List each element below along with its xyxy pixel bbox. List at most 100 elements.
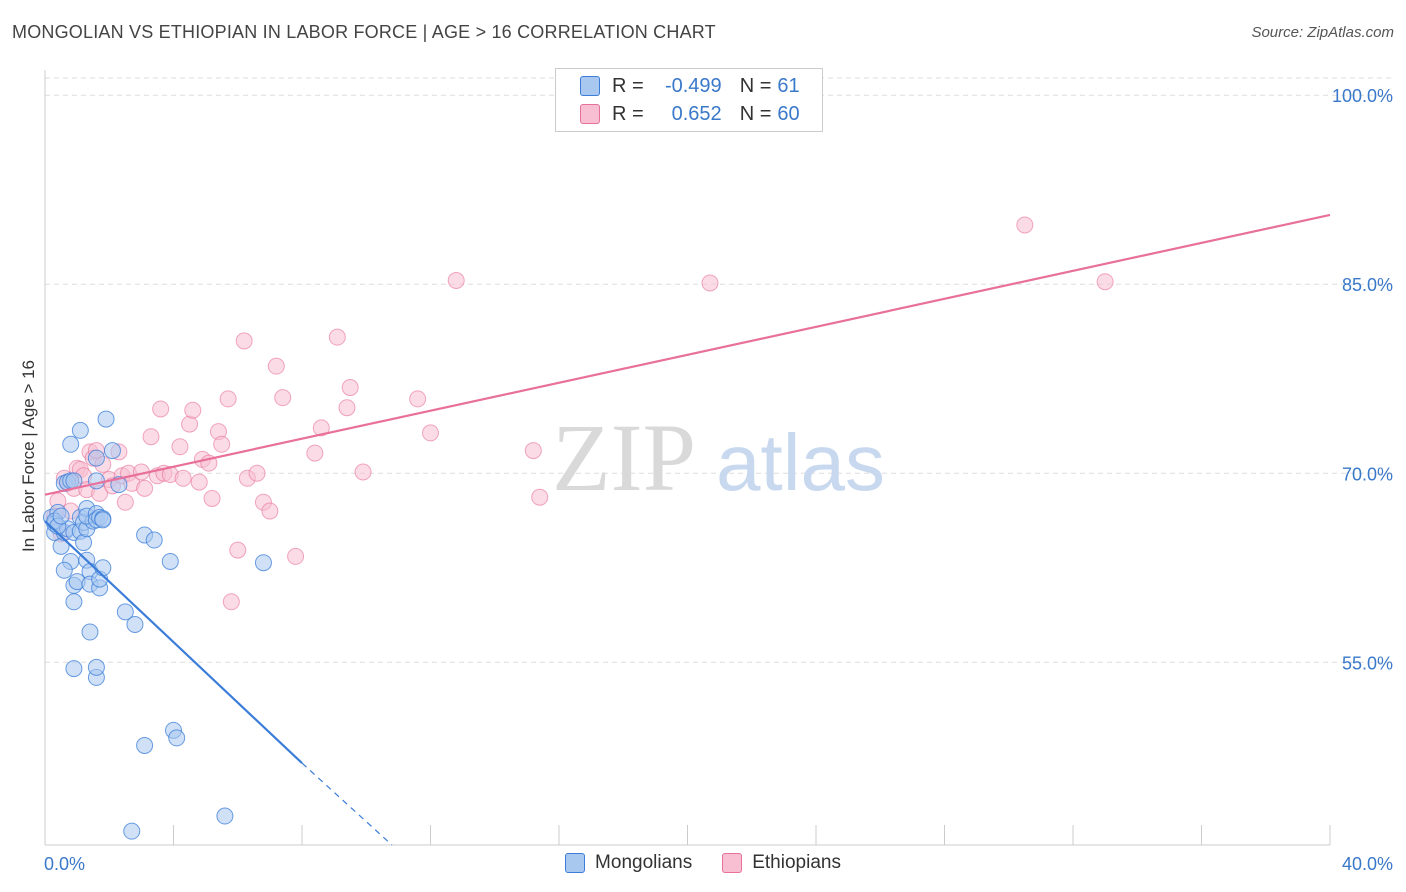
mongolian-point	[136, 736, 154, 754]
legend-n-label: N =	[739, 102, 772, 125]
trend-lines	[44, 213, 1331, 846]
watermark: ZIP atlas	[552, 404, 885, 511]
ethiopian-point	[171, 438, 189, 456]
mongolian-point	[110, 476, 128, 494]
ethiopian-point	[312, 419, 330, 437]
mongolian-point	[52, 507, 70, 525]
ethiopian-point	[287, 547, 305, 565]
legend-r-label: R =	[612, 102, 644, 125]
mongolians-points	[42, 410, 272, 840]
legend-row-mongolians: R = -0.499 N = 61	[580, 74, 800, 98]
ethiopian-point	[116, 493, 134, 511]
legend-swatch-mongolians	[565, 853, 586, 873]
watermark-zip: ZIP	[552, 404, 696, 511]
legend-r-label: R =	[612, 74, 644, 97]
x-tick-label-min: 0.0%	[44, 854, 85, 874]
mongolian-point	[87, 449, 105, 467]
y-tick-label: 85.0%	[1342, 275, 1393, 295]
mongolian-point	[97, 410, 115, 428]
ethiopian-point	[235, 332, 253, 350]
ethiopian-point	[181, 415, 199, 433]
gridlines	[45, 77, 1392, 663]
ethiopian-point	[222, 593, 240, 611]
legend-swatch-ethiopians	[722, 853, 743, 873]
legend-row-ethiopians: R = 0.652 N = 60	[580, 102, 800, 126]
mongolian-point	[94, 559, 112, 577]
axes	[44, 70, 1331, 846]
legend-r-value: -0.499	[664, 74, 722, 97]
mongolian-point	[103, 442, 121, 460]
series-legend: Mongolians Ethiopians	[0, 852, 1406, 874]
mongolian-point	[126, 615, 144, 633]
mongolian-point	[87, 472, 105, 490]
mongolian-point	[62, 435, 80, 453]
ethiopian-point	[701, 274, 719, 292]
ethiopian-point	[274, 389, 292, 407]
mongolian-point	[145, 531, 163, 549]
ethiopian-point	[174, 469, 192, 487]
mongolian-point	[87, 658, 105, 676]
legend-swatch-pink	[580, 104, 600, 124]
ethiopian-point	[531, 488, 549, 506]
ethiopian-point	[136, 479, 154, 497]
ethiopian-point	[184, 401, 202, 419]
ethiopian-point	[248, 464, 266, 482]
ethiopian-point	[152, 400, 170, 418]
ethiopian-point	[354, 463, 372, 481]
y-axis-label: In Labor Force | Age > 16	[19, 359, 38, 553]
legend-label-mongolians: Mongolians	[595, 852, 693, 873]
ethiopian-point	[341, 379, 359, 397]
ethiopian-point	[447, 271, 465, 289]
mongolian-point	[94, 511, 112, 529]
ethiopian-point	[306, 444, 324, 462]
correlation-legend: R = -0.499 N = 61 R = 0.652 N = 60	[555, 68, 823, 132]
y-tick-label: 55.0%	[1342, 653, 1393, 673]
ethiopian-point	[328, 328, 346, 346]
ethiopian-point	[213, 435, 231, 453]
ethiopian-point	[203, 489, 221, 507]
y-tick-label: 100.0%	[1332, 86, 1393, 106]
ethiopian-point	[142, 428, 160, 446]
legend-item-mongolians[interactable]: Mongolians	[565, 852, 692, 874]
ethiopians-trend-line	[44, 213, 1331, 496]
mongolian-point	[65, 593, 83, 611]
x-tick-label-max: 40.0%	[1342, 854, 1393, 874]
legend-n-value: 60	[777, 102, 800, 125]
mongolian-point	[55, 561, 73, 579]
tick-labels: 55.0% 70.0% 85.0% 100.0% 0.0% 40.0%	[44, 86, 1393, 874]
ethiopian-point	[219, 390, 237, 408]
ethiopian-point	[524, 442, 542, 460]
y-tick-label: 70.0%	[1342, 464, 1393, 484]
legend-swatch-blue	[580, 76, 600, 96]
chart-title: MONGOLIAN VS ETHIOPIAN IN LABOR FORCE | …	[12, 22, 716, 42]
legend-item-ethiopians[interactable]: Ethiopians	[722, 852, 841, 874]
ethiopian-point	[422, 424, 439, 442]
legend-n-label: N =	[739, 74, 772, 97]
ethiopian-point	[1096, 273, 1114, 291]
source-label: Source: ZipAtlas.com	[1251, 24, 1394, 41]
legend-label-ethiopians: Ethiopians	[752, 852, 841, 873]
mongolian-point	[161, 552, 179, 570]
mongolians-trend-line	[44, 520, 303, 764]
mongolian-point	[81, 623, 99, 641]
mongolian-point	[216, 807, 234, 825]
mongolian-point	[65, 660, 83, 678]
ethiopian-point	[267, 357, 285, 375]
mongolian-point	[71, 421, 89, 439]
mongolians-trend-extension	[301, 762, 393, 846]
mongolian-point	[116, 603, 134, 621]
ethiopian-point	[229, 541, 247, 559]
ethiopian-point	[261, 502, 279, 520]
ethiopian-point	[190, 473, 208, 491]
legend-r-value: 0.652	[671, 102, 722, 125]
ethiopian-point	[1016, 216, 1034, 234]
mongolian-point	[75, 534, 93, 552]
ethiopian-point	[409, 390, 427, 408]
mongolian-point	[254, 554, 272, 572]
watermark-atlas: atlas	[716, 418, 885, 507]
ethiopian-point	[338, 399, 356, 417]
mongolian-point	[168, 729, 186, 747]
legend-n-value: 61	[777, 74, 800, 97]
mongolian-point	[123, 822, 141, 840]
